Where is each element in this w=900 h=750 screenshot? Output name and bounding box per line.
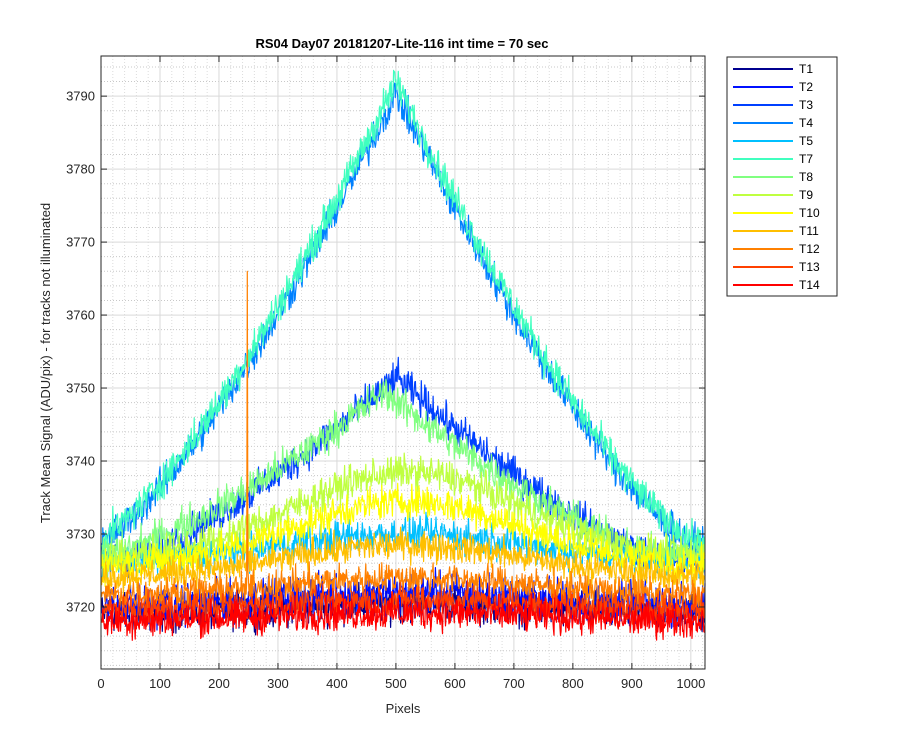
x-tick-label: 700 [503,676,525,691]
axis-ticks [100,56,705,669]
legend-label-t4: T4 [799,116,813,130]
legend-label-t14: T14 [799,278,820,292]
series-line-t11 [101,526,706,595]
x-tick-label: 900 [621,676,643,691]
legend-label-t13: T13 [799,260,820,274]
legend-label-t8: T8 [799,170,813,184]
series-line-t7 [101,69,706,563]
y-tick-label: 3720 [66,599,95,614]
y-tick-label: 3740 [66,454,95,469]
legend-items: T1 T2 T3 T4 T5 T7 T8 T9 T10 T11 T12 T13 T14 [733,62,820,292]
series-line-t8 [101,378,706,570]
legend-label-t9: T9 [799,188,813,202]
legend-label-t7: T7 [799,152,813,166]
x-tick-label: 200 [208,676,230,691]
x-tick-label: 0 [97,676,104,691]
legend-label-t5: T5 [799,134,813,148]
legend-label-t1: T1 [799,62,813,76]
x-tick-label: 800 [562,676,584,691]
x-tick-label: 100 [149,676,171,691]
x-tick-label: 300 [267,676,289,691]
chart-title: RS04 Day07 20181207-Lite-116 int time = … [255,36,548,51]
legend: T1 T2 T3 T4 T5 T7 T8 T9 T10 T11 T12 T13 T14 [726,56,838,297]
y-tick-label: 3770 [66,235,95,250]
legend-label-t11: T11 [799,224,819,238]
y-tick-labels: 3720 3730 3740 3750 3760 3770 3780 3790 [66,89,95,615]
legend-label-t10: T10 [799,206,820,220]
y-axis-label: Track Mean Signal (ADU/pix) - for tracks… [38,203,53,523]
y-tick-label: 3730 [66,526,95,541]
axes-box [100,55,706,670]
series-line-t13 [101,580,706,631]
x-tick-label: 600 [444,676,466,691]
x-tick-label: 500 [385,676,407,691]
legend-label-t3: T3 [799,98,813,112]
y-tick-label: 3750 [66,381,95,396]
series-line-t14 [101,591,706,641]
x-tick-label: 400 [326,676,348,691]
y-tick-label: 3780 [66,162,95,177]
x-axis-label: Pixels [386,701,421,716]
y-tick-label: 3790 [66,89,95,104]
series-line-t12 [101,270,706,615]
x-tick-label: 1000 [676,676,705,691]
legend-label-t12: T12 [799,242,820,256]
series-line-t10 [101,482,706,588]
series-layer [101,69,706,641]
y-tick-label: 3760 [66,308,95,323]
x-tick-labels: 0 100 200 300 400 500 600 700 800 900 1000 [97,676,705,691]
legend-label-t2: T2 [799,80,813,94]
